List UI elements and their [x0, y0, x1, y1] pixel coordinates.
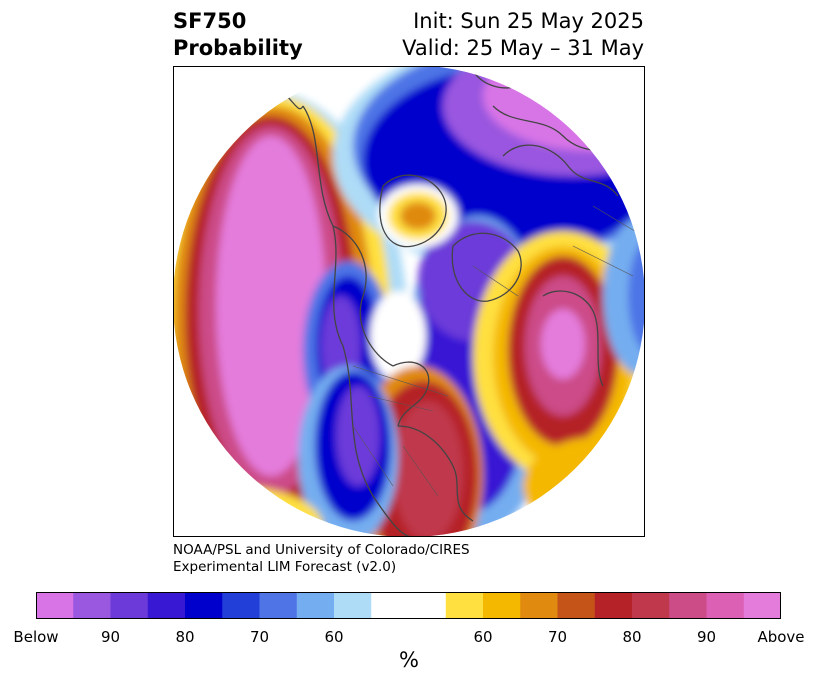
- colorbar-segment: [36, 592, 74, 619]
- colorbar-frame: [36, 592, 781, 619]
- colorbar-segment: [110, 592, 149, 619]
- valid-range: Valid: 25 May – 31 May: [402, 36, 644, 60]
- colorbar-segment: [594, 592, 633, 619]
- colorbar-segment: [483, 592, 521, 619]
- colorbar-tick-label: 60: [324, 628, 344, 646]
- colorbar-segment: [185, 592, 223, 619]
- forecast-dates: Init: Sun 25 May 2025 Valid: 25 May – 31…: [402, 8, 644, 62]
- map-frame: [173, 66, 645, 537]
- colorbar-segment: [334, 592, 372, 619]
- colorbar-tick-label: 70: [547, 628, 568, 646]
- colorbar-segment: [296, 592, 335, 619]
- colorbar: [36, 592, 781, 619]
- colorbar-segment: [669, 592, 707, 619]
- colorbar-tick-label: 90: [100, 628, 121, 646]
- colorbar-segment: [445, 592, 484, 619]
- coastlines: [272, 70, 629, 537]
- colorbar-segment: [259, 592, 298, 619]
- probability-map: [173, 66, 645, 537]
- colorbar-tick-label: Below: [13, 628, 59, 646]
- map-title: SF750 Probability: [173, 8, 303, 62]
- colorbar-unit: %: [399, 648, 419, 672]
- colorbar-segment: [557, 592, 596, 619]
- colorbar-tick-label: 80: [175, 628, 195, 646]
- colorbar-segment: [147, 592, 186, 619]
- colorbar-tick-label: 90: [696, 628, 717, 646]
- colorbar-segment: [408, 592, 447, 619]
- colorbar-segment: [222, 592, 260, 619]
- colorbar-segment: [73, 592, 111, 619]
- colorbar-tick-label: Above: [757, 628, 805, 646]
- colorbar-tick-label: 60: [473, 628, 493, 646]
- colorbar-tick-label: 70: [249, 628, 270, 646]
- colorbar-segment: [520, 592, 558, 619]
- credit-line-1: NOAA/PSL and University of Colorado/CIRE…: [173, 542, 470, 558]
- credit: NOAA/PSL and University of Colorado/CIRE…: [173, 542, 470, 575]
- colorbar-segment: [632, 592, 670, 619]
- init-date: Init: Sun 25 May 2025: [413, 9, 644, 33]
- colorbar-segment: [706, 592, 745, 619]
- credit-line-2: Experimental LIM Forecast (v2.0): [173, 558, 397, 575]
- title-variable: SF750: [173, 9, 247, 33]
- colorbar-segment: [371, 592, 409, 619]
- colorbar-tick-label: 80: [622, 628, 642, 646]
- title-probability: Probability: [173, 36, 303, 60]
- probability-field: [173, 66, 645, 537]
- colorbar-segment: [743, 592, 781, 619]
